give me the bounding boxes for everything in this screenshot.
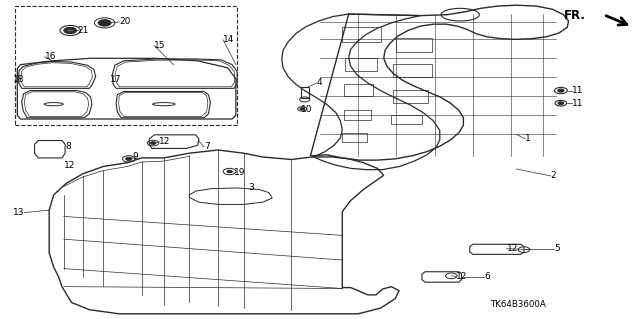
Text: 12: 12: [159, 137, 171, 146]
Text: 20: 20: [119, 18, 131, 26]
Text: 12: 12: [64, 161, 76, 170]
Text: 18: 18: [13, 75, 24, 84]
Text: 11: 11: [572, 86, 583, 95]
Circle shape: [150, 142, 156, 145]
Text: 15: 15: [154, 41, 166, 50]
Bar: [396, 38, 431, 52]
Circle shape: [557, 89, 564, 92]
Bar: [394, 64, 431, 77]
Circle shape: [125, 157, 132, 160]
Text: TK64B3600A: TK64B3600A: [491, 300, 547, 309]
Text: 8: 8: [65, 142, 71, 151]
Text: 1: 1: [525, 134, 531, 144]
Bar: [392, 115, 422, 124]
Circle shape: [99, 20, 111, 26]
Bar: [344, 84, 373, 96]
Bar: [342, 133, 367, 142]
Bar: [344, 110, 371, 120]
Text: 9: 9: [132, 152, 138, 161]
Ellipse shape: [66, 29, 75, 32]
Text: 12: 12: [456, 272, 468, 281]
Circle shape: [558, 102, 564, 105]
Bar: [393, 90, 428, 103]
Text: 3: 3: [248, 183, 254, 192]
Text: 21: 21: [78, 26, 89, 35]
Text: FR.: FR.: [563, 9, 586, 22]
Text: 14: 14: [223, 35, 234, 44]
Text: 6: 6: [484, 272, 490, 281]
Text: 5: 5: [554, 244, 560, 253]
Text: 16: 16: [45, 52, 56, 61]
Text: 19: 19: [234, 168, 246, 177]
Text: 10: 10: [301, 105, 312, 114]
Text: 12: 12: [507, 244, 518, 253]
Text: 4: 4: [317, 78, 323, 87]
Text: 17: 17: [109, 75, 121, 84]
Text: 11: 11: [572, 99, 583, 108]
Circle shape: [227, 170, 232, 173]
Text: 13: 13: [13, 208, 24, 217]
Text: 7: 7: [204, 142, 210, 151]
Text: 2: 2: [550, 171, 556, 181]
Bar: [342, 27, 381, 42]
Bar: [346, 58, 378, 71]
Circle shape: [64, 27, 77, 33]
Circle shape: [300, 108, 305, 110]
